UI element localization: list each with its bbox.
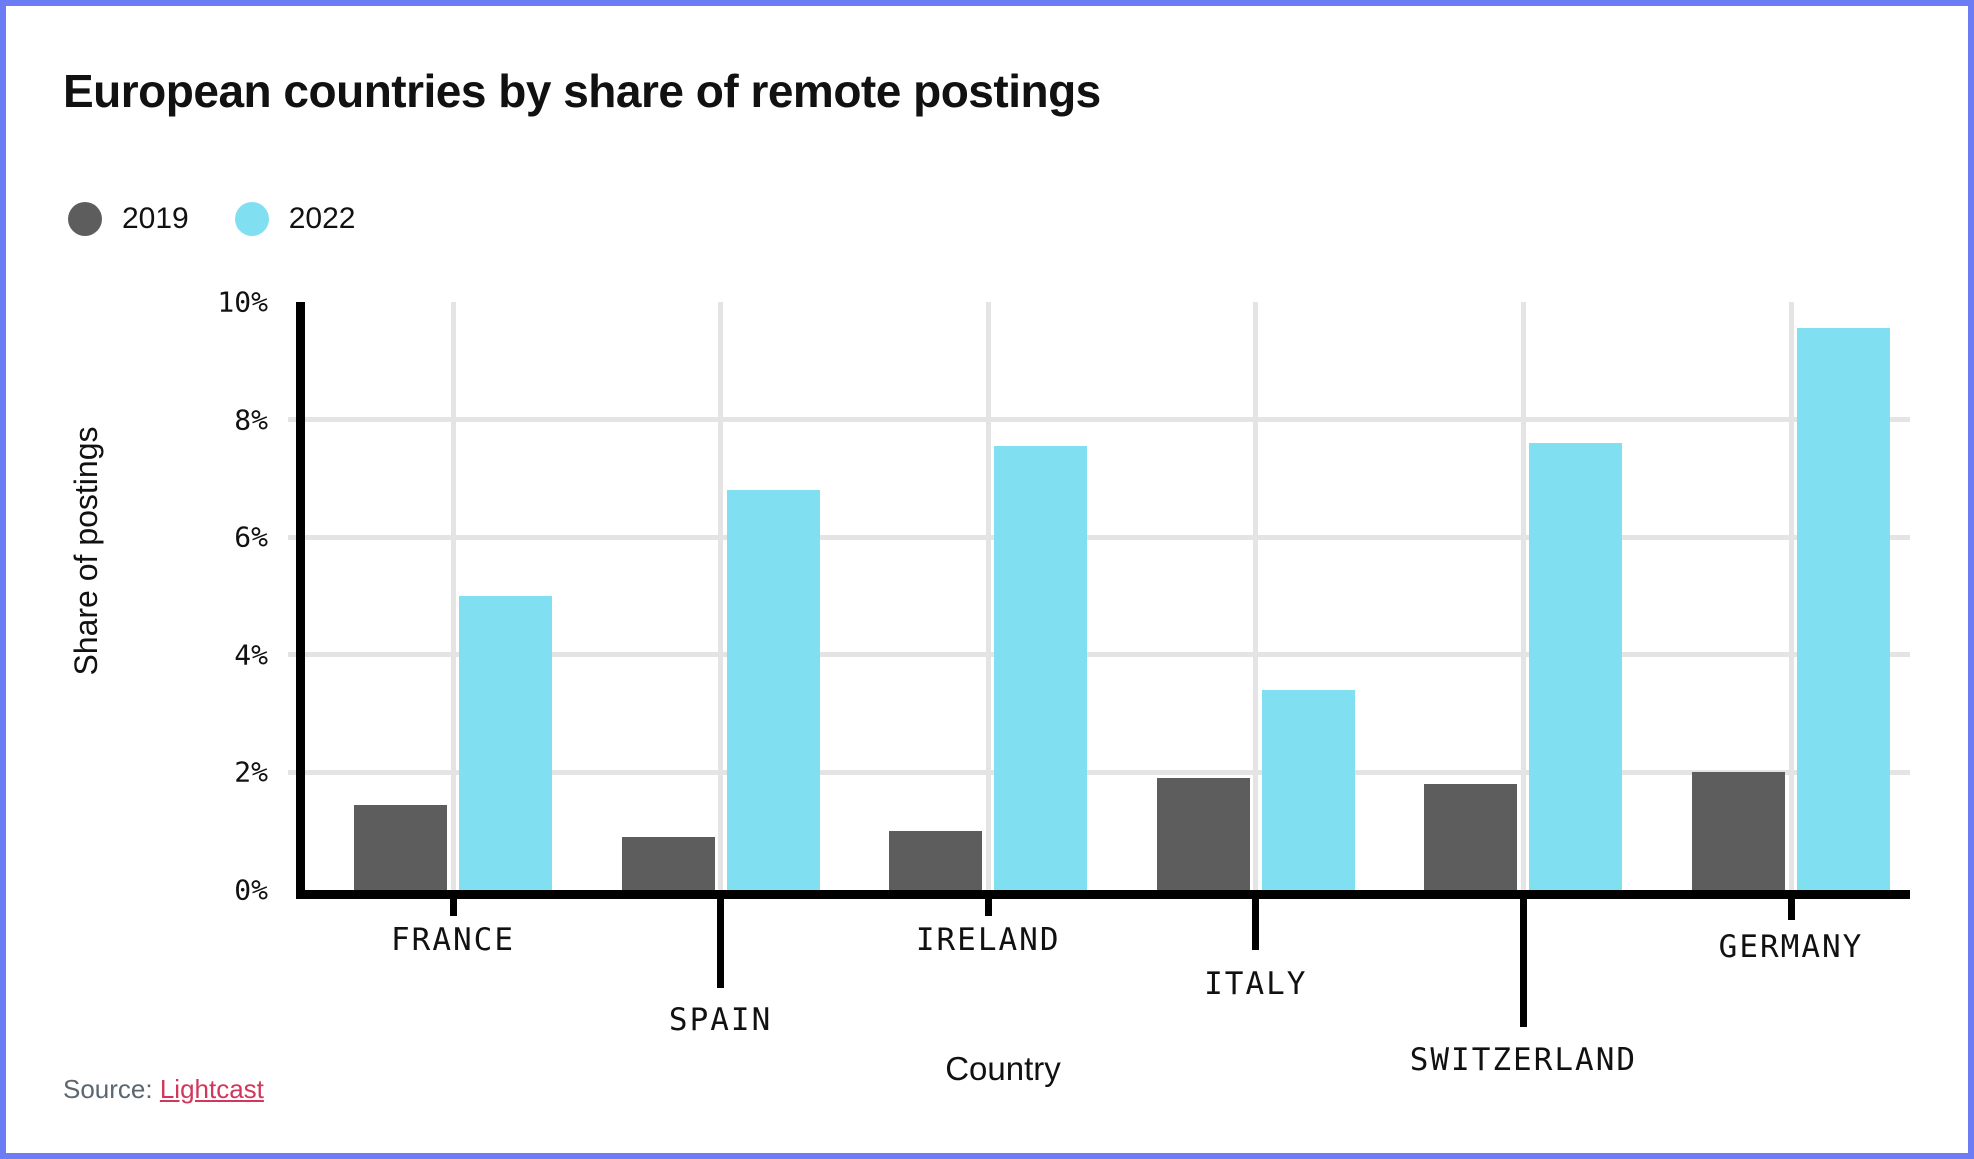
x-tick-label-spain: SPAIN: [668, 1002, 773, 1038]
y-tick-label-0: 0%: [234, 873, 268, 907]
gridline-h-4: [288, 652, 1910, 658]
bar-2022-spain: [726, 490, 820, 890]
y-axis-line: [296, 302, 305, 899]
gridline-v-spain: [718, 302, 724, 890]
legend-label-2022: 2022: [288, 202, 356, 235]
y-tick-label-4: 4%: [234, 638, 268, 672]
bar-2019-switzerland: [1424, 784, 1518, 890]
bar-2019-germany: [1692, 772, 1785, 890]
x-axis-title: Country: [945, 1050, 1061, 1087]
bar-2022-italy: [1261, 690, 1355, 890]
legend-item-2022: 2022: [234, 202, 356, 236]
y-tick-label-8: 8%: [234, 403, 268, 437]
gridline-v-germany: [1788, 302, 1794, 890]
x-tick-spain: [717, 890, 725, 988]
source-link[interactable]: Lightcast: [159, 1074, 264, 1104]
gridline-v-ireland: [985, 302, 991, 890]
bar-2022-germany: [1797, 328, 1890, 890]
bar-2022-ireland: [994, 446, 1088, 890]
gridline-h-8: [288, 417, 1910, 423]
x-tick-ireland: [984, 890, 992, 916]
x-tick-label-germany: GERMANY: [1718, 929, 1864, 965]
source-prefix: Source:: [63, 1074, 153, 1104]
legend-label-2019: 2019: [122, 202, 189, 235]
bar-2022-switzerland: [1529, 443, 1623, 890]
gridline-v-switzerland: [1520, 302, 1526, 890]
bar-2019-spain: [621, 837, 715, 890]
bar-2019-france: [354, 804, 447, 890]
gridline-v-france: [450, 302, 456, 890]
x-axis-line: [296, 890, 1910, 899]
legend-swatch-2022-icon: [234, 202, 269, 236]
bar-2019-italy: [1156, 778, 1250, 890]
bar-2022-france: [459, 596, 552, 890]
legend: 2019 2022: [68, 202, 356, 236]
x-tick-label-ireland: IRELAND: [915, 922, 1061, 958]
x-tick-label-france: FRANCE: [391, 922, 515, 958]
gridline-h-6: [288, 534, 1910, 540]
x-tick-france: [449, 890, 457, 916]
y-tick-label-2: 2%: [234, 755, 268, 789]
bar-2019-ireland: [889, 831, 983, 890]
gridline-v-italy: [1253, 302, 1259, 890]
y-tick-label-10: 10%: [217, 285, 268, 319]
x-tick-label-italy: ITALY: [1204, 966, 1308, 1002]
legend-item-2019: 2019: [68, 202, 189, 236]
plot-area: FRANCE SPAIN IRELAND ITALY SWITZERLAND GERMAN…: [6, 6, 1968, 1153]
x-tick-switzerland: [1519, 890, 1527, 1027]
x-tick-germany: [1787, 890, 1795, 920]
gridline-h-2: [288, 769, 1910, 775]
legend-swatch-2019-icon: [68, 202, 102, 236]
x-tick-italy: [1252, 890, 1260, 950]
page-title: European countries by share of remote po…: [63, 65, 1101, 117]
source-line: Source: Lightcast: [63, 1074, 264, 1105]
x-tick-label-switzerland: SWITZERLAND: [1409, 1042, 1638, 1078]
y-tick-label-6: 6%: [234, 520, 268, 554]
